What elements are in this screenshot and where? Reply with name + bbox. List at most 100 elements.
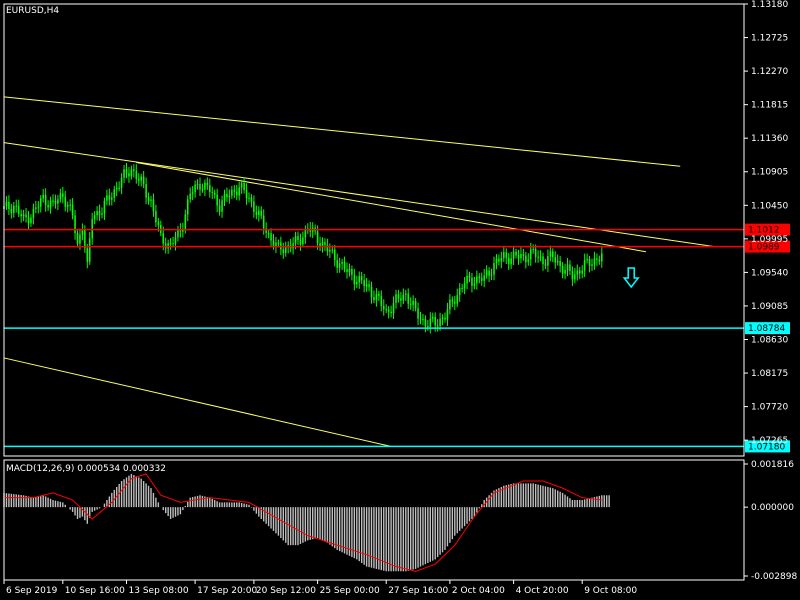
- candle-body: [191, 192, 194, 194]
- candle-body: [409, 303, 412, 305]
- candle-body: [522, 254, 525, 256]
- candle-body: [140, 176, 142, 181]
- candle-body: [250, 197, 253, 202]
- candle-body: [182, 229, 184, 232]
- candle-body: [216, 194, 218, 206]
- candle-body: [382, 305, 385, 310]
- candle-body: [135, 170, 138, 179]
- candle-body: [542, 256, 544, 265]
- price-tick-label: 1.09540: [751, 268, 788, 278]
- candle-body: [493, 263, 495, 275]
- candle-body: [333, 249, 336, 261]
- time-tick-label: 6 Sep 2019: [6, 586, 58, 596]
- candle-body: [294, 236, 297, 244]
- candle-body: [485, 270, 488, 276]
- candle-body: [25, 214, 27, 218]
- time-tick-label: 9 Oct 08:00: [584, 586, 637, 596]
- candle-body: [436, 325, 439, 327]
- candle-body: [456, 295, 459, 304]
- price-tick-label: 1.08175: [751, 369, 788, 379]
- candle-body: [152, 199, 155, 212]
- candle-body: [387, 309, 390, 312]
- candle-body: [468, 275, 471, 278]
- candle-body: [431, 316, 434, 319]
- candle-body: [525, 255, 527, 263]
- price-pane-frame: [3, 3, 745, 457]
- candle-body: [91, 219, 93, 239]
- candle-body: [111, 197, 113, 200]
- candle-body: [417, 308, 419, 319]
- candle-body: [123, 169, 125, 178]
- candle-body: [64, 196, 67, 207]
- candle-body: [74, 215, 76, 234]
- candle-body: [547, 256, 549, 266]
- trendline[interactable]: [3, 96, 681, 167]
- candle-body: [329, 249, 331, 252]
- candle-body: [370, 286, 373, 298]
- candle-body: [44, 194, 47, 206]
- price-tick-label: 1.10450: [751, 201, 788, 211]
- candle-body: [454, 301, 456, 304]
- candle-body: [245, 189, 248, 199]
- candle-body: [35, 207, 37, 209]
- candle-body: [449, 299, 451, 310]
- axes: 1.13180 1.12725 1.12270 1.11815 1.11360 1.109…: [3, 0, 797, 596]
- candle-body: [299, 240, 302, 245]
- candle-body: [27, 217, 30, 224]
- candle-body: [336, 260, 338, 268]
- candle-body: [142, 176, 145, 185]
- candle-body: [5, 201, 8, 207]
- candle-body: [15, 205, 18, 207]
- level-price-tag: [745, 322, 790, 335]
- candle-body: [270, 233, 272, 241]
- candle-body: [39, 198, 42, 207]
- candle-body: [566, 264, 569, 271]
- candle-body: [343, 262, 346, 270]
- candle-body: [380, 295, 383, 306]
- candle-body: [162, 232, 165, 244]
- candle-body: [544, 264, 547, 266]
- time-tick-label: 10 Sep 16:00: [65, 586, 125, 596]
- candle-body: [201, 189, 204, 191]
- candle-body: [221, 200, 223, 212]
- candle-body: [265, 228, 267, 233]
- candle-body: [233, 189, 236, 192]
- candle-body: [275, 242, 277, 247]
- trendline[interactable]: [3, 357, 392, 447]
- trendline[interactable]: [136, 162, 646, 253]
- candle-body: [304, 228, 307, 238]
- candle-body: [228, 195, 231, 198]
- candle-body: [184, 214, 187, 230]
- price-tick-label: 1.07720: [751, 403, 788, 413]
- candle-body: [218, 205, 221, 212]
- candle-body: [253, 201, 255, 212]
- candle-body: [262, 215, 265, 229]
- candle-body: [209, 185, 211, 193]
- candle-body: [101, 213, 103, 215]
- candle-body: [520, 254, 522, 259]
- candle-body: [177, 229, 179, 238]
- candle-body: [400, 298, 402, 301]
- candle-body: [284, 246, 287, 253]
- candle-body: [243, 182, 245, 190]
- candle-body: [373, 297, 375, 301]
- candle-body: [549, 251, 552, 257]
- candle-body: [434, 316, 436, 326]
- candle-body: [498, 258, 500, 262]
- candle-body: [559, 260, 561, 266]
- price-pane[interactable]: 1.1012 1.0989 1.08784 1.07180: [3, 96, 790, 453]
- candle-body: [42, 194, 44, 199]
- candle-body: [49, 200, 52, 208]
- candle-body: [556, 260, 559, 263]
- candle-body: [429, 318, 432, 327]
- candle-body: [439, 318, 441, 327]
- level-price-label: 1.08784: [748, 324, 785, 334]
- candle-body: [17, 206, 20, 214]
- candle-body: [527, 259, 530, 263]
- candle-body: [62, 193, 64, 197]
- level-price-tag: [745, 440, 790, 453]
- candle-body: [71, 204, 74, 216]
- macd-pane[interactable]: [3, 473, 610, 572]
- candle-body: [145, 184, 147, 198]
